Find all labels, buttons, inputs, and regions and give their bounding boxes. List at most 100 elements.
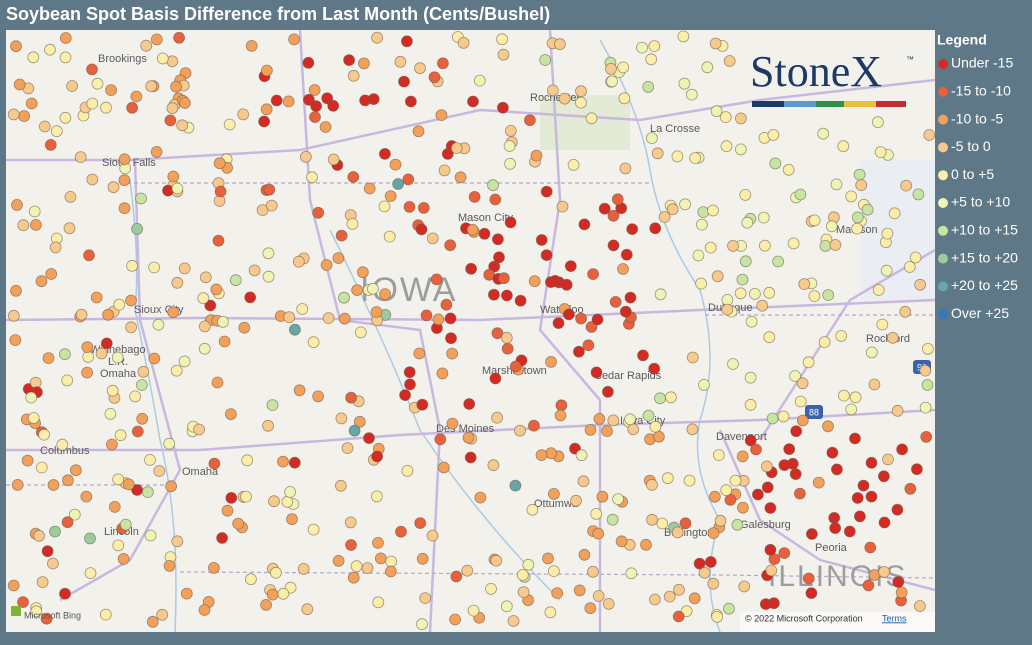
station-marker [704,241,717,254]
station-marker [794,188,807,201]
station-marker [822,420,834,433]
station-marker [524,114,536,127]
station-marker [416,552,429,565]
station-marker [548,487,560,500]
station-marker [118,153,131,166]
station-marker [727,239,739,252]
station-marker [709,37,722,50]
station-marker [59,587,71,600]
station-marker [517,586,530,598]
station-marker [10,40,22,53]
station-marker [430,273,443,286]
station-marker [787,237,800,250]
station-marker [575,85,587,98]
station-marker [148,352,161,365]
legend-title: Legend [937,32,987,48]
station-marker [584,602,597,615]
station-marker [895,586,908,599]
station-marker [59,32,72,44]
station-marker [232,517,245,530]
station-marker [297,563,310,575]
station-marker [805,587,818,599]
station-marker [90,291,103,304]
station-marker [490,554,503,567]
station-marker [59,51,72,64]
station-marker [64,190,77,203]
station-marker [266,399,279,412]
station-marker [49,525,61,538]
station-marker [701,61,714,74]
station-marker [912,188,925,201]
station-marker [697,206,710,219]
station-marker [11,198,23,211]
station-marker [556,200,569,213]
station-marker [891,503,904,516]
station-marker [135,379,148,391]
station-marker [171,535,184,548]
station-marker [197,292,210,305]
station-marker [573,584,586,597]
station-marker [829,522,842,534]
station-marker [744,434,757,447]
station-marker [244,573,257,586]
station-marker [81,341,94,354]
map[interactable]: Brookings Rochester La Crosse Sioux Fall… [5,29,936,633]
station-marker [855,179,868,192]
station-marker [806,528,818,540]
station-marker [707,577,720,590]
station-marker [707,204,719,217]
station-marker [504,124,517,137]
station-marker [277,455,289,468]
station-marker [679,517,692,530]
station-marker [150,145,163,158]
station-marker [886,331,899,344]
city-label: Peoria [815,542,848,554]
station-marker [567,158,580,171]
station-marker [262,247,275,260]
station-marker [403,200,416,213]
city-label: Davenport [716,431,767,443]
station-marker [136,412,149,425]
station-marker [646,132,658,145]
legend-label: -10 to -5 [951,110,1003,126]
station-marker [125,294,138,307]
station-marker [835,329,848,342]
station-marker [237,108,250,121]
station-marker [590,508,603,520]
station-marker [112,539,125,552]
station-marker [535,234,548,246]
station-marker [86,173,99,186]
station-marker [646,478,658,491]
station-marker [156,608,169,621]
station-marker [428,71,441,84]
logo-bar [816,101,844,107]
station-marker [198,604,211,616]
station-marker [385,555,398,568]
station-marker [496,101,509,114]
station-marker [767,129,780,141]
station-marker [719,111,732,123]
station-marker [211,376,224,389]
station-marker [720,484,733,497]
station-marker [678,77,691,90]
station-marker [288,456,301,469]
station-marker [914,600,926,612]
station-marker [13,78,26,91]
city-label: La Crosse [650,123,700,135]
logo-text: StoneX [750,47,882,96]
station-marker [383,230,396,243]
station-marker [920,430,933,443]
station-marker [338,291,350,304]
station-marker [241,454,254,467]
station-marker [27,412,40,424]
station-marker [207,562,220,574]
station-marker [763,331,776,344]
station-marker [102,308,114,321]
station-marker [696,218,708,231]
station-marker [144,529,157,542]
station-marker [693,557,706,570]
terms-link[interactable]: Terms [882,613,907,623]
station-marker [596,490,609,503]
station-marker [216,315,229,328]
station-marker [620,248,633,261]
